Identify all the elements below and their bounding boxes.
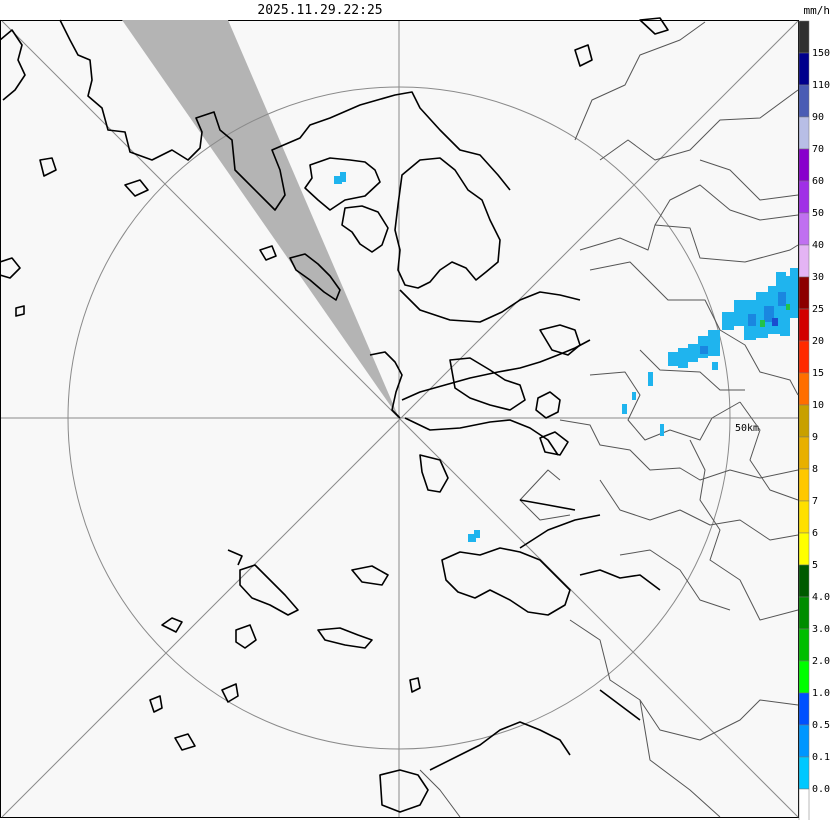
legend-swatch — [798, 692, 810, 726]
range-ring-50km — [67, 86, 731, 750]
legend-swatch — [798, 244, 810, 278]
legend-swatch — [798, 116, 810, 150]
legend-label: 4.0 — [812, 592, 830, 603]
legend-label: 8 — [812, 464, 818, 475]
legend-swatch — [798, 20, 810, 54]
legend-swatch — [798, 148, 810, 182]
echo-cell — [468, 534, 476, 542]
legend-swatch — [798, 52, 810, 86]
legend-swatch — [798, 84, 810, 118]
legend-swatch — [798, 276, 810, 310]
legend-swatch — [798, 308, 810, 342]
legend-swatch — [798, 180, 810, 214]
legend-label: 90 — [812, 112, 824, 123]
unit-label: mm/h — [804, 4, 831, 17]
blocked-sector — [122, 20, 399, 418]
range-ring-label: 50km — [735, 423, 759, 434]
legend-swatch — [798, 724, 810, 758]
map-area: 50km — [0, 17, 799, 818]
echo-cell — [708, 330, 720, 356]
legend-swatch — [798, 628, 810, 662]
echo-cell — [668, 352, 678, 366]
legend-label: 3.0 — [812, 624, 830, 635]
legend-label: 25 — [812, 304, 824, 315]
echo-cell — [660, 424, 664, 436]
timestamp-label: 2025.11.29.22:25 — [257, 3, 382, 18]
echo-cell — [632, 392, 636, 400]
legend-label: 70 — [812, 144, 824, 155]
legend-swatch — [798, 596, 810, 630]
legend-label: 10 — [812, 400, 824, 411]
echo-cell — [712, 362, 718, 370]
echo-cell — [772, 318, 778, 326]
echo-cell — [474, 530, 480, 538]
precip-legend: 150 110 90 70 60 50 40 30 25 20 15 10 9 8 7 6 5 4.0 3.0 2.0… — [798, 20, 830, 820]
legend-label: 30 — [812, 272, 824, 283]
legend-swatch — [798, 500, 810, 534]
legend-swatch — [798, 340, 810, 374]
legend-swatch — [798, 372, 810, 406]
echo-cell — [778, 292, 786, 306]
radar-guides — [1, 20, 799, 818]
legend-swatch — [798, 660, 810, 694]
legend-label: 20 — [812, 336, 824, 347]
radar-echoes — [334, 172, 798, 542]
legend-label: 5 — [812, 560, 818, 571]
legend-label: 7 — [812, 496, 818, 507]
legend-swatch — [798, 756, 810, 790]
coastlines — [0, 17, 669, 813]
echo-cell — [764, 306, 774, 322]
echo-cell — [722, 312, 734, 330]
legend-label: 1.0 — [812, 688, 830, 699]
diagonal-ne-sw — [1, 20, 799, 818]
echo-cell — [700, 346, 708, 354]
echo-cell — [334, 176, 342, 184]
legend-label: 15 — [812, 368, 824, 379]
echo-cell — [760, 320, 765, 327]
echo-cell — [622, 404, 627, 414]
echo-cell — [340, 172, 346, 182]
echo-cell — [790, 268, 798, 318]
legend-label: 9 — [812, 432, 818, 443]
legend-label: 2.0 — [812, 656, 830, 667]
legend-label: 110 — [812, 80, 830, 91]
echo-cell — [786, 304, 790, 310]
legend-label: 40 — [812, 240, 824, 251]
echo-cell — [776, 272, 786, 288]
legend-label: 0.0 — [812, 784, 830, 795]
legend-label: 6 — [812, 528, 818, 539]
echo-cell — [748, 314, 756, 326]
legend-swatch — [798, 436, 810, 470]
echo-cell — [648, 372, 653, 386]
echo-cell — [678, 348, 688, 368]
legend-swatch — [798, 532, 810, 566]
legend-label: 0.5 — [812, 720, 830, 731]
legend-label: 50 — [812, 208, 824, 219]
legend-swatch — [798, 212, 810, 246]
legend-swatch — [798, 788, 810, 820]
legend-swatch — [798, 404, 810, 438]
legend-swatch — [798, 564, 810, 598]
legend-label: 60 — [812, 176, 824, 187]
legend-swatch — [798, 468, 810, 502]
legend-label: 0.1 — [812, 752, 830, 763]
legend-label: 150 — [812, 48, 830, 59]
echo-cell — [688, 344, 698, 362]
echo-cell — [734, 300, 744, 326]
admin-borders — [419, 21, 799, 818]
